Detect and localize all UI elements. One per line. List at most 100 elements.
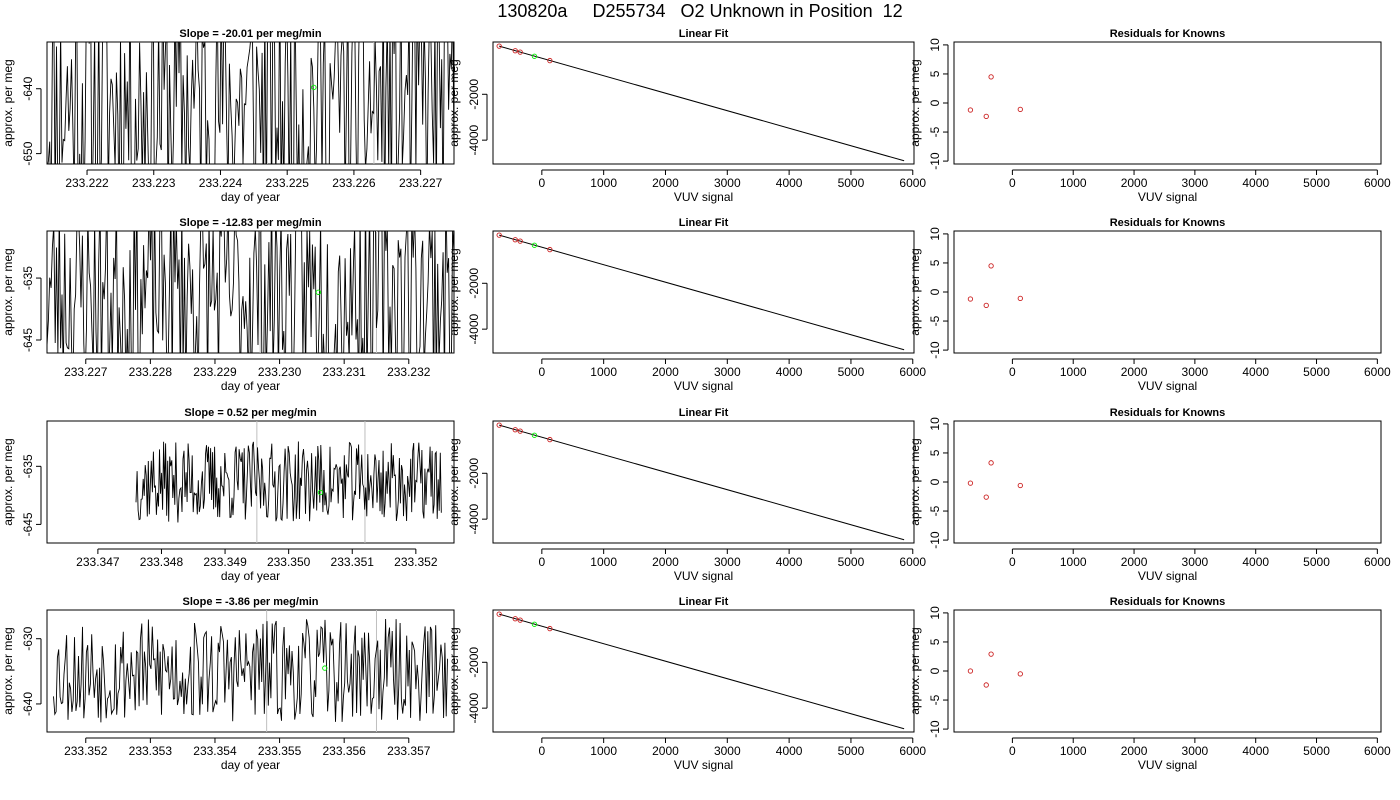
plot-frame (46, 420, 455, 544)
y-tick-label: -640 (21, 692, 35, 716)
panel-timeseries-row-2 (36, 230, 455, 364)
y-axis-label: approx. per meg (447, 627, 461, 714)
plot-frame (953, 420, 1382, 544)
known-point (517, 238, 523, 244)
unknown-point (322, 665, 328, 671)
plot-frame (953, 609, 1382, 733)
x-tick-label: 0 (1009, 555, 1016, 569)
x-tick-label: 233.222 (65, 176, 109, 190)
unknown-point (531, 242, 538, 248)
x-tick-label: 233.347 (76, 555, 120, 569)
x-tick-label: 233.357 (387, 744, 431, 758)
y-axis-label: approx. per meg (908, 627, 922, 714)
y-tick-label: 5 (928, 70, 942, 77)
residual-point (967, 107, 974, 113)
y-tick-label: -640 (21, 76, 35, 100)
unknown-point (315, 289, 321, 295)
x-tick-label: 3000 (1182, 365, 1209, 379)
residual-point (967, 480, 974, 486)
x-tick-label: 1000 (1060, 555, 1087, 569)
x-tick-label: 2000 (1121, 744, 1148, 758)
x-tick-label: 0 (538, 555, 545, 569)
x-tick-label: 233.225 (266, 176, 310, 190)
x-axis-label: VUV signal (1138, 379, 1197, 393)
series-line (53, 618, 448, 723)
residual-point (983, 494, 989, 500)
x-tick-label: 233.354 (193, 744, 237, 758)
x-tick-label: 6000 (1364, 744, 1391, 758)
x-tick-label: 0 (1009, 176, 1016, 190)
fit-line (499, 613, 905, 730)
x-tick-label: 1000 (590, 365, 617, 379)
y-tick-label: -635 (21, 454, 35, 478)
series-line (47, 42, 454, 164)
y-tick-label: -4000 (467, 692, 481, 723)
x-tick-label: 3000 (714, 744, 741, 758)
x-axis-label: VUV signal (1138, 758, 1197, 772)
x-tick-label: 233.351 (331, 555, 375, 569)
residual-point (1017, 482, 1023, 489)
panel-residuals-row-4 (943, 609, 1382, 743)
x-tick-label: 2000 (652, 365, 679, 379)
x-tick-label: 2000 (1121, 176, 1148, 190)
plot-area (47, 231, 454, 353)
y-tick-label: 10 (928, 417, 942, 431)
y-tick-label: -10 (928, 531, 942, 549)
x-tick-label: 233.231 (322, 365, 366, 379)
x-tick-label: 1000 (590, 744, 617, 758)
plot-area (496, 611, 905, 730)
plot-area (496, 43, 905, 162)
y-tick-label: 10 (928, 38, 942, 52)
x-tick-label: 5000 (838, 365, 865, 379)
panel-linear_fit-row-4 (482, 609, 915, 743)
plot-frame (492, 41, 915, 165)
y-tick-label: -5 (928, 505, 942, 516)
x-tick-label: 0 (538, 744, 545, 758)
plot-area (496, 232, 905, 351)
x-axis-label: day of year (221, 569, 280, 583)
residual-point (988, 651, 994, 657)
plot-title: Residuals for Knowns (1110, 28, 1226, 40)
x-tick-label: 5000 (1303, 365, 1330, 379)
series-line (135, 441, 442, 523)
x-tick-label: 233.227 (399, 176, 443, 190)
unknown-point (317, 489, 324, 496)
x-tick-label: 233.352 (394, 555, 438, 569)
known-point (512, 237, 518, 243)
y-tick-label: -635 (21, 266, 35, 290)
residual-point (983, 302, 989, 309)
known-point (547, 246, 553, 253)
residual-point (967, 296, 974, 302)
x-tick-label: 233.226 (332, 176, 376, 190)
x-tick-label: 6000 (899, 365, 926, 379)
x-axis-label: day of year (221, 379, 280, 393)
x-tick-label: 233.349 (203, 555, 247, 569)
plot-area (967, 74, 1023, 120)
x-tick-label: 233.228 (129, 365, 173, 379)
known-point (547, 57, 553, 64)
x-tick-label: 233.223 (132, 176, 176, 190)
x-tick-label: 5000 (838, 176, 865, 190)
y-tick-label: 10 (928, 227, 942, 241)
x-tick-label: 233.229 (193, 365, 237, 379)
y-tick-label: -645 (21, 328, 35, 352)
x-tick-label: 4000 (1242, 365, 1269, 379)
y-tick-label: 0 (928, 667, 942, 674)
x-axis-label: VUV signal (674, 569, 733, 583)
plot-title: Slope = 0.52 per meg/min (184, 407, 317, 419)
x-tick-label: 4000 (1242, 744, 1269, 758)
plot-frame (953, 41, 1382, 165)
x-tick-label: 6000 (1364, 365, 1391, 379)
x-axis-label: VUV signal (674, 758, 733, 772)
y-tick-label: -645 (21, 512, 35, 536)
x-tick-label: 233.348 (140, 555, 184, 569)
known-point (512, 427, 518, 433)
x-tick-label: 233.356 (322, 744, 366, 758)
fit-line (499, 234, 905, 351)
plot-frame (492, 230, 915, 354)
plot-title: Slope = -20.01 per meg/min (179, 28, 321, 40)
plot-area (967, 263, 1023, 309)
x-tick-label: 1000 (1060, 365, 1087, 379)
residual-point (988, 74, 994, 80)
